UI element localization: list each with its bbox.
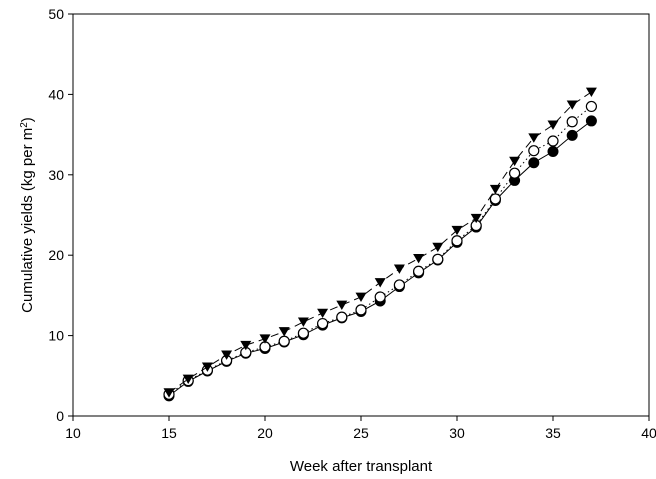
y-axis-label-close: )	[19, 117, 36, 122]
series-line	[168, 120, 592, 397]
data-point-filled-circle	[547, 145, 559, 157]
data-point-triangle-down	[163, 388, 175, 398]
data-point-open-circle	[317, 317, 329, 330]
data-point-triangle-down	[297, 317, 309, 327]
y-tick-label: 50	[48, 6, 64, 22]
x-tick-label: 10	[65, 425, 81, 441]
data-point-triangle-down	[509, 156, 521, 167]
data-point-triangle-down	[201, 362, 213, 372]
data-point-filled-circle	[566, 129, 578, 141]
data-point-triangle-down	[393, 264, 405, 274]
plot-area-frame	[72, 13, 650, 417]
series-layer	[163, 87, 598, 402]
x-tick-label: 35	[545, 425, 561, 441]
y-axis-label: Cumulative yields (kg per m2)	[19, 117, 37, 313]
data-point-triangle-down	[547, 120, 559, 130]
data-point-triangle-down	[355, 292, 367, 302]
data-point-open-circle	[432, 253, 444, 265]
data-point-filled-circle	[585, 115, 597, 127]
data-point-triangle-down	[451, 225, 463, 236]
y-tick-label: 30	[48, 167, 64, 183]
data-point-open-circle	[413, 265, 425, 277]
series-line	[168, 106, 592, 395]
x-tick-label: 40	[641, 425, 656, 441]
data-point-triangle-down	[585, 87, 597, 97]
data-point-triangle-down	[317, 308, 329, 319]
data-point-triangle-down	[566, 100, 578, 110]
data-point-filled-circle	[528, 157, 540, 169]
x-tick-label: 20	[257, 425, 273, 441]
y-tick-label: 40	[48, 86, 64, 102]
data-point-open-circle	[585, 100, 598, 113]
data-point-triangle-down	[240, 340, 252, 351]
data-point-triangle-down	[413, 254, 425, 264]
y-tick-label: 10	[48, 328, 64, 344]
data-point-open-circle	[528, 145, 540, 157]
data-point-open-circle	[355, 304, 367, 316]
data-point-triangle-down	[374, 278, 386, 288]
data-point-open-circle	[336, 311, 348, 323]
y-axis-label-superscript: 2	[19, 122, 30, 128]
data-point-open-circle	[374, 291, 386, 303]
data-point-triangle-down	[221, 350, 233, 360]
y-tick-label: 20	[48, 247, 64, 263]
series-3	[163, 87, 597, 398]
data-point-open-circle	[566, 116, 578, 128]
data-point-triangle-down	[470, 213, 482, 224]
x-axis-label: Week after transplant	[290, 458, 433, 475]
data-point-triangle-down	[432, 242, 444, 253]
data-point-open-circle	[547, 135, 559, 147]
data-point-triangle-down	[259, 334, 271, 344]
x-tick-label: 30	[449, 425, 465, 441]
data-point-triangle-down	[528, 133, 540, 143]
x-tick-label: 15	[161, 425, 177, 441]
y-axis-label-main: Cumulative yields (kg per m	[19, 128, 36, 313]
data-point-triangle-down	[489, 184, 501, 195]
data-point-open-circle	[297, 327, 309, 339]
data-point-open-circle	[508, 167, 521, 179]
y-tick-label: 0	[56, 408, 64, 424]
data-point-triangle-down	[278, 327, 290, 337]
data-point-open-circle	[278, 335, 290, 347]
series-line	[168, 91, 592, 394]
data-point-triangle-down	[336, 300, 348, 310]
data-point-open-circle	[393, 279, 405, 291]
data-point-triangle-down	[182, 374, 194, 384]
x-tick-label: 25	[353, 425, 369, 441]
data-point-open-circle	[451, 235, 463, 247]
